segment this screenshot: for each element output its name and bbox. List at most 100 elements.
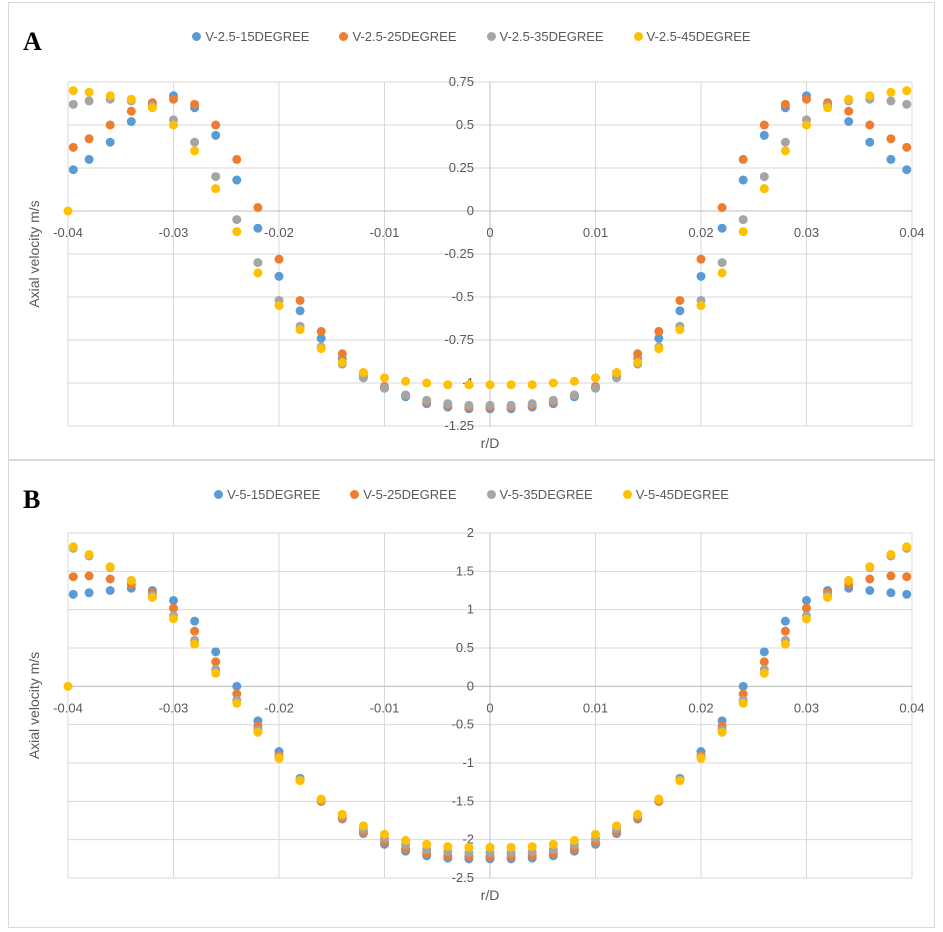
x-tick-label: 0.01 <box>583 225 608 240</box>
data-point <box>902 165 912 175</box>
data-point <box>527 842 537 852</box>
data-point <box>802 603 811 613</box>
data-point <box>675 306 685 316</box>
data-point <box>780 639 790 649</box>
data-point <box>422 395 432 405</box>
y-axis-title: Axial velocity m/s <box>26 652 42 759</box>
data-point <box>105 574 115 584</box>
data-point <box>84 154 94 164</box>
data-point <box>506 400 516 410</box>
data-point <box>506 842 516 852</box>
data-point <box>105 91 115 101</box>
data-point <box>780 626 790 636</box>
data-point <box>844 117 854 127</box>
data-point <box>759 668 769 678</box>
data-point <box>253 223 263 233</box>
data-point <box>253 268 263 278</box>
data-point <box>105 137 115 147</box>
data-point <box>232 698 242 708</box>
legend-item: V-2.5-35DEGREE <box>486 29 604 44</box>
data-point <box>865 91 875 101</box>
data-point <box>738 215 748 225</box>
data-point <box>443 842 453 852</box>
data-point <box>295 325 305 335</box>
data-point <box>654 333 664 343</box>
data-point <box>902 99 912 109</box>
data-point <box>253 727 263 737</box>
data-point <box>232 681 242 691</box>
data-point <box>443 399 453 409</box>
x-tick-label: -0.02 <box>264 700 294 715</box>
data-point <box>696 301 706 311</box>
data-point <box>675 295 685 305</box>
x-axis-title: r/D <box>481 435 500 451</box>
y-tick-label: 0.5 <box>456 117 474 132</box>
data-point <box>105 562 115 572</box>
data-point <box>844 106 854 116</box>
data-point <box>823 592 833 602</box>
data-point <box>886 588 896 598</box>
y-tick-label: 0.25 <box>449 160 474 175</box>
x-tick-label: -0.04 <box>53 225 83 240</box>
data-point <box>759 120 769 130</box>
data-point <box>902 572 912 582</box>
data-point <box>316 794 326 804</box>
data-point <box>675 776 685 786</box>
data-point <box>84 571 94 581</box>
data-point <box>886 96 896 106</box>
data-point <box>464 842 474 852</box>
data-point <box>802 595 811 605</box>
panel-label: B <box>23 485 41 514</box>
data-point <box>68 86 78 96</box>
data-point <box>211 130 221 140</box>
data-point <box>274 753 284 763</box>
data-point <box>865 137 875 147</box>
data-point <box>63 206 73 216</box>
data-point <box>84 134 94 144</box>
data-point <box>190 616 200 626</box>
y-tick-label: 0.75 <box>449 74 474 89</box>
data-point <box>633 357 643 367</box>
legend-item: V-2.5-15DEGREE <box>192 29 309 44</box>
data-point <box>612 368 622 378</box>
data-point <box>886 87 896 97</box>
legend-item: V-5-25DEGREE <box>350 487 457 502</box>
data-point <box>147 103 157 113</box>
data-point <box>738 175 748 185</box>
data-point <box>886 154 896 164</box>
data-point <box>802 614 811 624</box>
data-point <box>295 295 305 305</box>
data-point <box>232 215 242 225</box>
data-point <box>380 829 389 839</box>
data-point <box>633 349 643 359</box>
legend-item: V-5-35DEGREE <box>486 487 593 502</box>
data-point <box>84 96 94 106</box>
data-point <box>190 626 200 636</box>
data-point <box>443 380 453 390</box>
legend-label: V-5-35DEGREE <box>499 487 593 502</box>
data-point <box>485 842 495 852</box>
data-point <box>253 203 263 213</box>
legend-marker-icon <box>633 32 643 41</box>
chart-panel-a: A V-2.5-15DEGREE V-2.5-25DEGREE V-2.5-35… <box>8 2 935 460</box>
data-point <box>548 395 558 405</box>
data-point <box>316 326 326 336</box>
data-point <box>802 94 811 104</box>
data-point <box>380 373 389 383</box>
data-point <box>485 400 495 410</box>
data-point <box>902 142 912 152</box>
data-point <box>738 227 748 237</box>
data-point <box>717 203 727 213</box>
data-point <box>63 681 73 691</box>
y-tick-label: -0.5 <box>452 289 474 304</box>
legend-marker-icon <box>339 32 349 41</box>
data-point <box>337 809 347 819</box>
x-tick-label: -0.01 <box>370 225 400 240</box>
data-point <box>675 325 685 335</box>
y-tick-label: -1 <box>462 755 474 770</box>
data-point <box>211 184 221 194</box>
x-tick-label: 0 <box>486 700 493 715</box>
data-point <box>569 390 579 400</box>
legend-marker-icon <box>486 32 496 41</box>
data-point <box>865 120 875 130</box>
